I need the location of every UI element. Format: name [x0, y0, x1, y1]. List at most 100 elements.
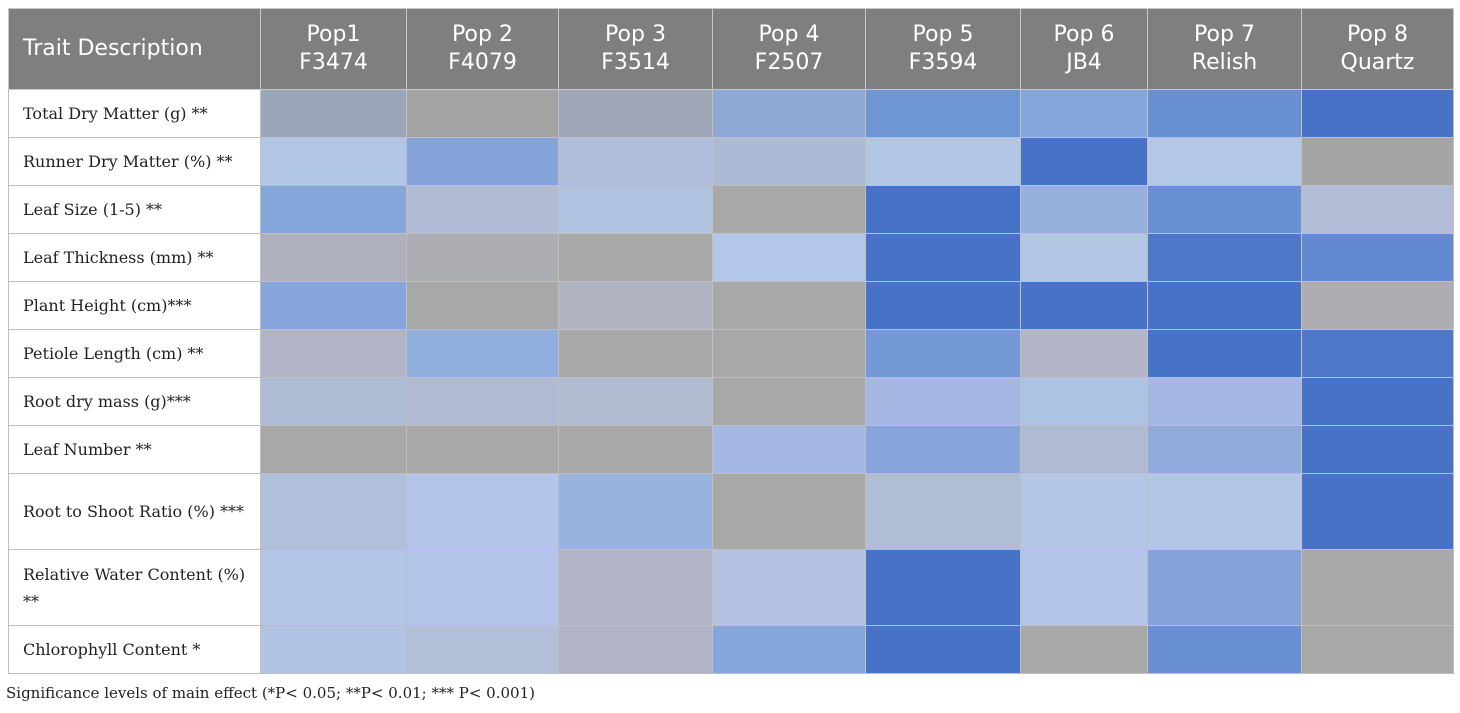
- heat-cell: [1301, 185, 1454, 234]
- trait-label: Leaf Thickness (mm) **: [8, 233, 261, 282]
- heat-cell: [1147, 281, 1302, 330]
- heat-cell: [406, 281, 559, 330]
- heat-cell: [1301, 233, 1454, 282]
- heat-cell: [1147, 473, 1302, 550]
- table-row: Total Dry Matter (g) **: [8, 89, 1454, 138]
- column-header: Pop 8 Quartz: [1301, 8, 1454, 90]
- heat-cell: [1147, 625, 1302, 674]
- heat-cell: [865, 329, 1021, 378]
- column-header-genotype: F3594: [908, 50, 978, 75]
- heat-cell: [260, 425, 407, 474]
- heat-cell: [260, 233, 407, 282]
- column-header-population: Pop 5: [912, 22, 974, 47]
- heat-cell: [1020, 549, 1148, 626]
- table-row: Plant Height (cm)***: [8, 281, 1454, 330]
- heat-cell: [865, 281, 1021, 330]
- trait-label: Leaf Size (1-5) **: [8, 185, 261, 234]
- column-header-population: Pop 7: [1194, 22, 1255, 47]
- table-row: Runner Dry Matter (%) **: [8, 137, 1454, 186]
- header-row: Trait Description Pop1 F3474 Pop 2 F4079 Pop…: [8, 8, 1454, 90]
- heat-cell: [865, 233, 1021, 282]
- column-header: Pop 6 JB4: [1020, 8, 1148, 90]
- column-header-population: Pop 6: [1053, 22, 1115, 47]
- heatmap-table: Trait Description Pop1 F3474 Pop 2 F4079 Pop…: [8, 8, 1454, 674]
- heat-cell: [712, 185, 866, 234]
- heat-cell: [260, 473, 407, 550]
- heat-cell: [558, 473, 713, 550]
- heat-cell: [1020, 185, 1148, 234]
- trait-description-header: Trait Description: [8, 8, 261, 90]
- column-header-genotype: F3514: [601, 50, 670, 75]
- heat-cell: [406, 377, 559, 426]
- column-header-genotype: Relish: [1191, 50, 1258, 75]
- trait-label: Root to Shoot Ratio (%) ***: [8, 473, 261, 550]
- heat-cell: [1020, 281, 1148, 330]
- significance-footnote: Significance levels of main effect (*P< …: [6, 684, 535, 702]
- column-header-genotype: JB4: [1066, 50, 1102, 75]
- heat-cell: [260, 377, 407, 426]
- heat-cell: [1147, 329, 1302, 378]
- column-header-population: Pop 2: [452, 22, 513, 47]
- heat-cell: [1147, 549, 1302, 626]
- trait-label: Leaf Number **: [8, 425, 261, 474]
- heat-cell: [260, 329, 407, 378]
- trait-label: Total Dry Matter (g) **: [8, 89, 261, 138]
- heat-cell: [712, 473, 866, 550]
- heat-cell: [712, 549, 866, 626]
- table-row: Root dry mass (g)***: [8, 377, 1454, 426]
- column-header-genotype: F3474: [299, 50, 368, 75]
- table-row: Petiole Length (cm) **: [8, 329, 1454, 378]
- trait-label: Petiole Length (cm) **: [8, 329, 261, 378]
- heat-cell: [558, 137, 713, 186]
- heat-cell: [260, 185, 407, 234]
- heat-cell: [406, 473, 559, 550]
- heat-cell: [406, 185, 559, 234]
- heat-cell: [558, 329, 713, 378]
- heat-cell: [558, 377, 713, 426]
- heat-cell: [1147, 425, 1302, 474]
- trait-label: Root dry mass (g)***: [8, 377, 261, 426]
- heat-cell: [865, 377, 1021, 426]
- heat-cell: [1147, 233, 1302, 282]
- heat-cell: [558, 185, 713, 234]
- column-header-genotype: F4079: [448, 50, 517, 75]
- table-row: Leaf Thickness (mm) **: [8, 233, 1454, 282]
- heat-cell: [1301, 329, 1454, 378]
- heat-cell: [406, 137, 559, 186]
- column-header-population: Pop 3: [605, 22, 666, 47]
- heat-cell: [1020, 233, 1148, 282]
- column-header: Pop 2 F4079: [406, 8, 559, 90]
- table-row: Leaf Size (1-5) **: [8, 185, 1454, 234]
- column-header-population: Pop 8: [1347, 22, 1408, 47]
- table-row: Leaf Number **: [8, 425, 1454, 474]
- heat-cell: [865, 625, 1021, 674]
- column-header: Pop 4 F2507: [712, 8, 866, 90]
- heat-cell: [865, 473, 1021, 550]
- heat-cell: [712, 233, 866, 282]
- heat-cell: [260, 549, 407, 626]
- heat-cell: [260, 625, 407, 674]
- column-header: Pop 3 F3514: [558, 8, 713, 90]
- table-header: Trait Description Pop1 F3474 Pop 2 F4079 Pop…: [8, 8, 1454, 90]
- heat-cell: [1301, 473, 1454, 550]
- heat-cell: [712, 281, 866, 330]
- heat-cell: [260, 281, 407, 330]
- heat-cell: [712, 625, 866, 674]
- heat-cell: [558, 89, 713, 138]
- heat-cell: [712, 329, 866, 378]
- heat-cell: [260, 89, 407, 138]
- heat-cell: [406, 425, 559, 474]
- heat-cell: [1147, 185, 1302, 234]
- table-row: Relative Water Content (%) **: [8, 549, 1454, 626]
- heat-cell: [712, 425, 866, 474]
- heat-cell: [1020, 425, 1148, 474]
- heat-cell: [558, 625, 713, 674]
- heat-cell: [1301, 281, 1454, 330]
- heat-cell: [406, 625, 559, 674]
- heat-cell: [712, 137, 866, 186]
- heat-cell: [1301, 377, 1454, 426]
- table-row: Chlorophyll Content *: [8, 625, 1454, 674]
- heat-cell: [260, 137, 407, 186]
- heat-cell: [1301, 137, 1454, 186]
- heat-cell: [865, 89, 1021, 138]
